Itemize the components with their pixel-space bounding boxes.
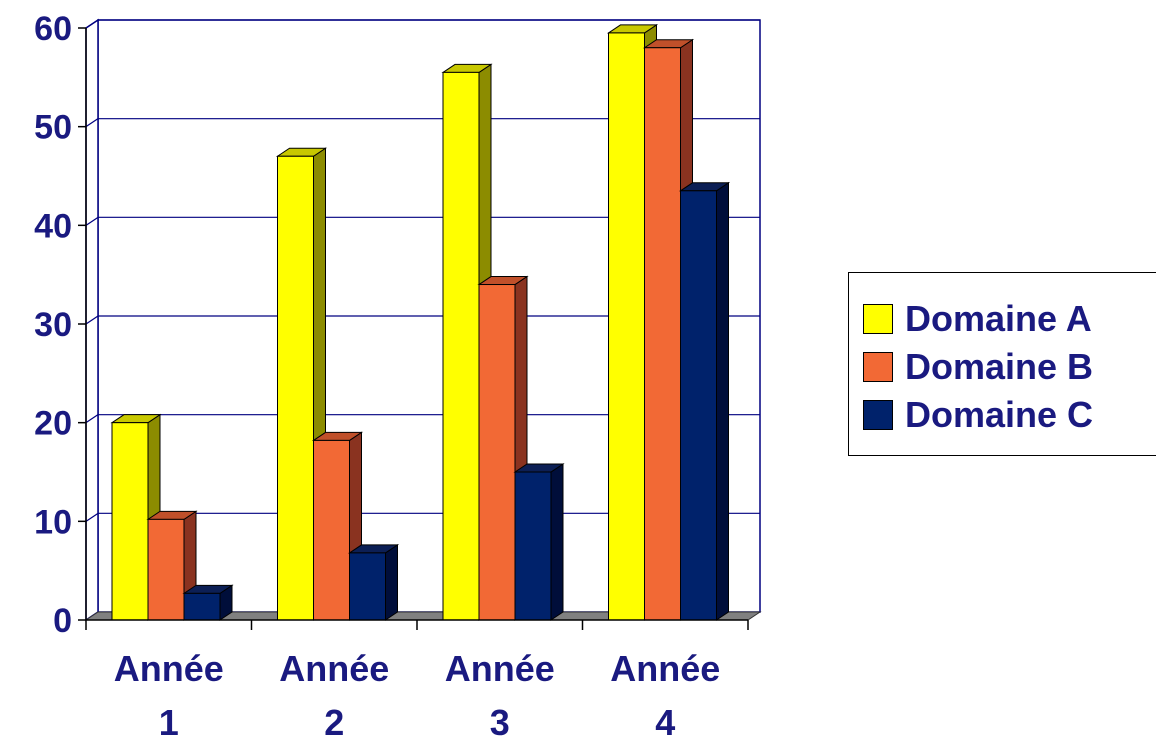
bar-front <box>183 592 221 621</box>
legend-label: Domaine B <box>905 346 1094 387</box>
bar <box>513 463 565 621</box>
bar-front <box>442 71 480 621</box>
bar-front <box>680 190 717 621</box>
x-tick-label-number: 3 <box>490 702 510 743</box>
gridline-diagonal <box>85 118 99 128</box>
y-tick-label: 40 <box>34 207 72 245</box>
bar-front <box>147 518 185 621</box>
bars <box>110 23 731 621</box>
bar-side <box>716 181 729 621</box>
gridline-diagonal <box>85 315 99 325</box>
gridline-diagonal <box>85 216 99 226</box>
y-tick-label: 50 <box>34 109 72 147</box>
y-tick-label: 10 <box>34 503 72 541</box>
legend-item: Domaine A <box>863 298 1092 339</box>
legend-swatch <box>863 400 893 430</box>
x-tick-label-number: 4 <box>655 702 675 743</box>
y-tick-label: 0 <box>53 602 72 640</box>
x-axis-labels: Année 1 Année 2 Année 3 Année 4 <box>114 648 721 743</box>
x-tick-label-number: 1 <box>159 702 179 743</box>
legend-label: Domaine A <box>905 298 1092 339</box>
y-tick-label: 30 <box>34 306 72 344</box>
legend: Domaine A Domaine B Domaine C <box>848 272 1156 456</box>
gridline-diagonal <box>85 512 99 522</box>
legend-swatch <box>863 304 893 334</box>
bar-front <box>111 422 149 621</box>
bar <box>182 584 234 621</box>
gridline-diagonal <box>85 19 99 29</box>
y-tick-label: 60 <box>34 10 72 48</box>
bar-front <box>277 155 314 621</box>
legend-swatch <box>863 352 893 382</box>
axes <box>78 27 749 630</box>
x-tick-label-number: 2 <box>324 702 344 743</box>
gridline-diagonal <box>85 414 99 424</box>
bar-side <box>385 543 398 621</box>
y-axis-ticks: 0 10 20 30 40 50 60 <box>34 10 72 640</box>
bar-front <box>644 47 681 621</box>
bar <box>347 543 400 621</box>
bar-front <box>478 284 516 621</box>
bar-front <box>608 32 645 621</box>
legend-item: Domaine B <box>863 346 1094 387</box>
x-tick-label: Année <box>279 648 389 689</box>
bar-side <box>550 463 564 621</box>
bar-front <box>349 552 386 621</box>
y-tick-label: 20 <box>34 405 72 443</box>
legend-label: Domaine C <box>905 394 1094 435</box>
bar-front <box>313 439 350 621</box>
bar <box>678 181 731 621</box>
x-tick-label: Année <box>445 648 555 689</box>
x-tick-label: Année <box>610 648 720 689</box>
legend-item: Domaine C <box>863 394 1094 435</box>
x-tick-label: Année <box>114 648 224 689</box>
bar-front <box>514 471 552 621</box>
